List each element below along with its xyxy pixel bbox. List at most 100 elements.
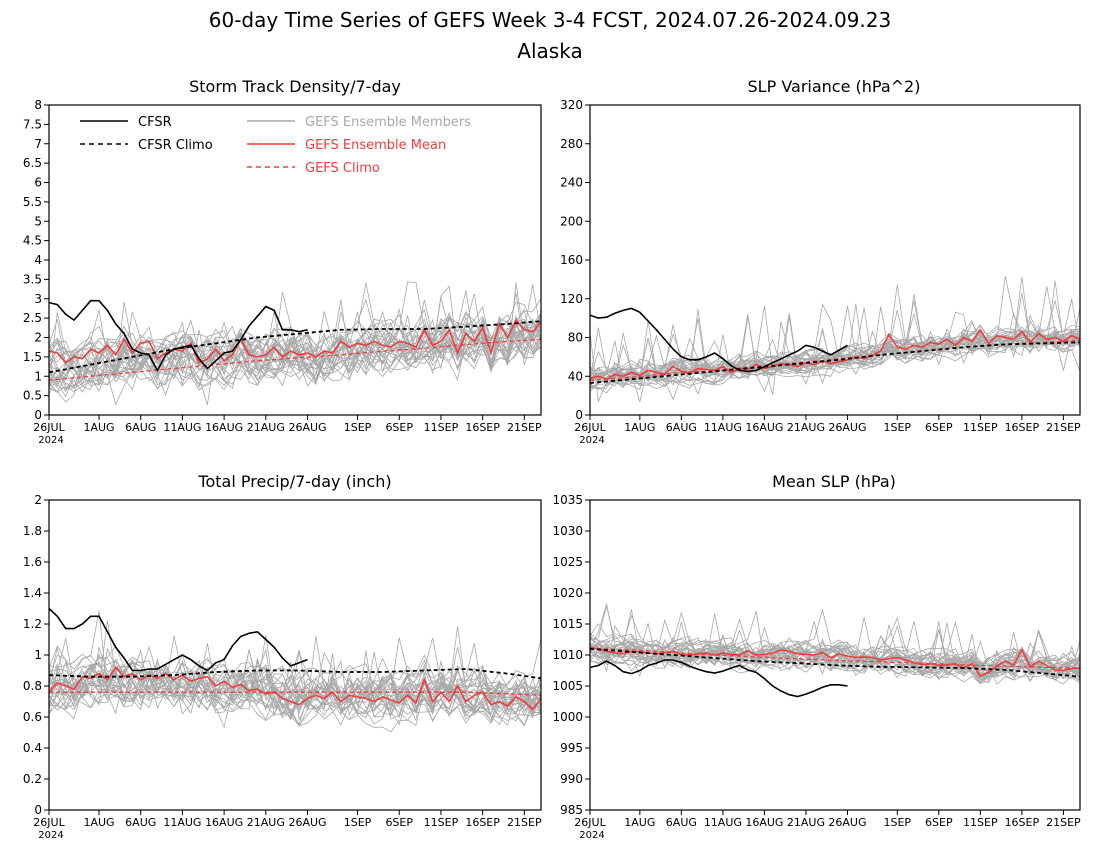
x-tick-label: 11AUG: [704, 816, 742, 829]
x-tick-label: 16SEP: [1005, 421, 1040, 434]
y-tick-label: 8: [34, 98, 42, 112]
y-tick-label: 1.5: [23, 350, 42, 364]
x-tick-label: 1SEP: [344, 421, 372, 434]
legend-label-gefs-climo: GEFS Climo: [305, 161, 380, 176]
x-tick-label: 21AUG: [787, 816, 825, 829]
gefs-mean-line: [590, 328, 1080, 381]
y-tick-label: 0.5: [23, 389, 42, 403]
y-tick-label: 4.5: [23, 234, 42, 248]
y-tick-label: 200: [560, 214, 583, 228]
ensemble-member-line: [49, 620, 541, 723]
x-tick-label: 26JUL: [574, 816, 606, 829]
ensemble-member-line: [49, 292, 541, 375]
y-tick-label: 2: [34, 493, 42, 507]
ensemble-member-line: [49, 650, 541, 726]
x-tick-label: 26AUG: [288, 816, 326, 829]
legend: CFSR CFSR Climo GEFS Ensemble Members GE…: [80, 115, 471, 176]
x-tick-label: 26JUL: [33, 421, 65, 434]
ensemble-member-line: [49, 282, 541, 390]
x-tick-label: 16SEP: [1005, 816, 1040, 829]
y-tick-label: 1020: [552, 586, 583, 600]
x-tick-label: 1AUG: [624, 816, 655, 829]
y-tick-label: 3.5: [23, 272, 42, 286]
y-tick-label: 1: [34, 648, 42, 662]
ensemble-members: [590, 603, 1080, 685]
x-tick-label: 21AUG: [247, 421, 285, 434]
y-tick-label: 985: [560, 803, 583, 817]
plot-frame: [48, 499, 542, 811]
figure-subtitle: Alaska: [517, 39, 582, 63]
panel-title: SLP Variance (hPa^2): [748, 77, 921, 96]
y-tick-label: 0.8: [23, 679, 42, 693]
ensemble-member-line: [49, 646, 541, 726]
y-tick-label: 7.5: [23, 117, 42, 131]
y-tick-label: 1010: [552, 648, 583, 662]
x-tick-label: 6AUG: [125, 421, 156, 434]
y-tick-label: 0.4: [23, 741, 42, 755]
y-tick-label: 2: [34, 331, 42, 345]
y-tick-label: 80: [568, 331, 583, 345]
ensemble-member-line: [49, 626, 541, 722]
x-tick-label: 16AUG: [205, 421, 243, 434]
x-tick-label: 6SEP: [385, 816, 413, 829]
gefs-climo-line: [590, 339, 1080, 381]
x-tick-label: 26AUG: [828, 421, 866, 434]
ensemble-member-line: [590, 624, 1080, 677]
y-tick-label: 1000: [552, 710, 583, 724]
ensemble-member-line: [49, 290, 541, 386]
legend-label-members: GEFS Ensemble Members: [305, 115, 471, 130]
y-tick-label: 1: [34, 369, 42, 383]
x-tick-label: 1AUG: [83, 816, 114, 829]
x-tick-label: 1SEP: [883, 816, 911, 829]
x-tick-label: 16AUG: [205, 816, 243, 829]
y-tick-label: 6.5: [23, 156, 42, 170]
x-tick-label: 16AUG: [745, 421, 783, 434]
legend-label-cfsr-climo: CFSR Climo: [138, 138, 213, 153]
panel-slp-variance: SLP Variance (hPa^2) 0 40 80 120 160 200 240 28…: [560, 77, 1081, 446]
ensemble-member-line: [590, 321, 1080, 403]
y-tick-label: 0: [34, 408, 42, 422]
x-tick-label: 1AUG: [83, 421, 114, 434]
ensemble-member-line: [590, 617, 1080, 682]
panel-title: Storm Track Density/7-day: [189, 77, 401, 96]
x-year-label: 2024: [38, 830, 63, 841]
x-tick-label: 6SEP: [925, 421, 953, 434]
ensemble-member-line: [49, 638, 541, 719]
panel-mean-slp: Mean SLP (hPa) 985 990 995 1000 1005 1010 1015…: [552, 472, 1081, 841]
x-tick-label: 26JUL: [33, 816, 65, 829]
x-tick-label: 6AUG: [666, 421, 697, 434]
cfsr-line: [49, 299, 308, 373]
gefs-mean-line: [49, 318, 541, 364]
ensemble-member-line: [590, 637, 1080, 677]
y-tick-label: 2.5: [23, 311, 42, 325]
y-tick-label: 120: [560, 292, 583, 306]
x-tick-label: 21SEP: [507, 421, 542, 434]
ensemble-member-line: [590, 314, 1080, 394]
ensemble-member-line: [49, 311, 541, 395]
ensemble-member-line: [49, 643, 541, 714]
y-tick-label: 1025: [552, 555, 583, 569]
x-tick-label: 16SEP: [465, 421, 500, 434]
y-tick-label: 160: [560, 253, 583, 267]
panel-total-precip: Total Precip/7-day (inch) 0 0.2 0.4 0.6 0.8 1…: [23, 472, 542, 841]
x-tick-label: 21SEP: [507, 816, 542, 829]
y-tick-label: 1.4: [23, 586, 42, 600]
ensemble-member-line: [590, 276, 1080, 389]
figure-title: 60-day Time Series of GEFS Week 3-4 FCST…: [209, 8, 891, 32]
ensemble-member-line: [49, 610, 541, 717]
cfsr-line: [590, 659, 848, 698]
y-tick-label: 320: [560, 98, 583, 112]
panel-title: Total Precip/7-day (inch): [197, 472, 391, 491]
gefs-mean-line: [590, 646, 1080, 678]
y-tick-label: 5: [34, 214, 42, 228]
x-year-label: 2024: [579, 435, 604, 446]
cfsr-climo-line: [49, 320, 541, 374]
x-tick-label: 11AUG: [163, 421, 201, 434]
y-tick-label: 40: [568, 369, 583, 383]
ensemble-member-line: [590, 616, 1080, 685]
y-tick-label: 0.6: [23, 710, 42, 724]
y-tick-label: 3: [34, 292, 42, 306]
ensemble-member-line: [49, 310, 541, 386]
ensemble-member-line: [590, 309, 1080, 384]
